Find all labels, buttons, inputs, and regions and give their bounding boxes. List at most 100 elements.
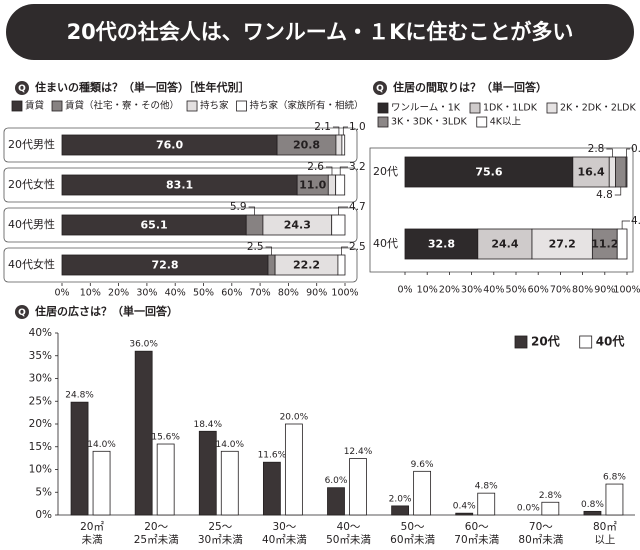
bar	[583, 510, 602, 516]
x-tick-label: 80%	[572, 285, 593, 296]
legend-label: ワンルーム・1K	[391, 103, 461, 114]
x-tick-label: 40%	[165, 288, 186, 299]
x-tick-label: 70〜	[529, 521, 553, 533]
value-label: 32.8	[428, 238, 455, 251]
x-tick-label: 20%	[108, 288, 129, 299]
x-tick-label: 25㎡未満	[134, 534, 179, 546]
bar-segment	[341, 134, 346, 156]
bar-segment	[245, 214, 264, 236]
x-tick-label: 70%	[250, 288, 271, 299]
value-label: 14.0%	[87, 440, 116, 450]
legend-label: 持ち家	[200, 100, 229, 112]
value-label: 18.4%	[193, 420, 222, 430]
y-tick-label: 5%	[35, 486, 52, 498]
leader-line	[248, 206, 255, 215]
leader-line	[341, 246, 348, 255]
bar	[134, 350, 153, 516]
value-label: 11.2	[591, 238, 618, 251]
bar-segment	[331, 214, 346, 236]
y-tick-label: 0%	[35, 509, 52, 521]
x-tick-label: 20〜	[144, 521, 168, 533]
x-tick-label: 90%	[306, 288, 327, 299]
value-label: 2.1	[314, 121, 331, 133]
value-label: 4.7	[349, 201, 366, 213]
leader-line	[332, 126, 340, 135]
x-tick-label: 100%	[613, 285, 640, 296]
legend-label: 1DK・1LDK	[483, 103, 538, 114]
leader-line	[337, 206, 348, 215]
bar	[455, 512, 474, 516]
y-tick-label: 20%	[29, 418, 52, 430]
value-label: 2.8	[588, 143, 605, 155]
legend-label: 賃貸	[25, 100, 44, 112]
chart-title: 住まいの種類は？（単一回答）［性年代別］	[35, 80, 250, 94]
value-label: 27.2	[549, 238, 576, 251]
bar	[605, 483, 624, 516]
x-tick-label: 40%	[483, 285, 504, 296]
x-tick-label: 40〜	[337, 521, 361, 533]
question-icon	[373, 81, 387, 95]
x-tick-label: 90%	[594, 285, 615, 296]
x-tick-label: 20㎡	[80, 521, 104, 533]
legend-swatch	[186, 100, 198, 112]
y-tick-label: 25%	[29, 395, 52, 407]
x-tick-label: 25〜	[208, 521, 232, 533]
x-tick-label: 50〜	[401, 521, 425, 533]
legend-label: 4K以上	[490, 117, 522, 128]
legend-swatch	[377, 102, 389, 114]
y-tick-label: 15%	[29, 441, 52, 453]
value-label: 11.6%	[258, 451, 287, 461]
legend-swatch	[11, 100, 23, 112]
legend-label: 持ち家（家族所有・相続）	[250, 100, 364, 112]
y-tick-label: 35%	[29, 350, 52, 362]
leader-line	[265, 246, 272, 255]
leader-line	[339, 166, 348, 175]
x-tick-label: 0%	[54, 288, 69, 299]
chart-title: 住居の広さは？（単一回答）	[35, 304, 178, 318]
bar-segment	[615, 156, 627, 188]
value-label: 0.0%	[517, 504, 540, 514]
row-label: 40代	[373, 237, 398, 250]
title-banner	[6, 4, 634, 60]
x-tick-label: 20%	[439, 285, 460, 296]
legend-swatch	[476, 116, 488, 128]
legend-swatch	[546, 102, 558, 114]
x-tick-label: 50%	[193, 288, 214, 299]
x-tick-label: 70㎡未満	[454, 534, 499, 546]
bar	[413, 470, 432, 516]
bar	[156, 443, 175, 516]
value-label: 4.8	[596, 189, 613, 201]
value-label: 24.8%	[65, 391, 94, 401]
x-tick-label: 30〜	[272, 521, 296, 533]
x-tick-label: 50%	[505, 285, 526, 296]
value-label: 6.0%	[325, 476, 348, 486]
legend-label: 40代	[596, 334, 625, 349]
value-label: 2.6	[307, 161, 324, 173]
x-tick-label: 40㎡未満	[262, 534, 307, 546]
value-label: 11.0	[299, 179, 326, 192]
bar-segment	[335, 174, 346, 196]
leader-line	[325, 166, 333, 175]
bar	[262, 461, 281, 516]
row-label: 40代女性	[8, 257, 55, 271]
value-label: 75.6	[475, 166, 502, 179]
value-label: 22.2	[293, 259, 320, 272]
bar	[541, 501, 560, 516]
row-label: 20代	[373, 165, 398, 178]
bar-segment	[608, 156, 616, 188]
leader-line	[342, 126, 348, 135]
bar	[391, 505, 410, 516]
bar-segment	[335, 134, 343, 156]
value-label: 24.4	[491, 238, 518, 251]
bar-segment	[404, 156, 574, 188]
y-tick-label: 30%	[29, 373, 52, 385]
row-label: 20代男性	[8, 137, 55, 151]
question-icon-letter: Q	[18, 308, 26, 318]
x-tick-label: 30%	[461, 285, 482, 296]
value-label: 2.0%	[389, 494, 412, 504]
page-title: 20代の社会人は、ワンルーム・１Kに住むことが多い	[67, 20, 574, 44]
x-tick-label: 50㎡未満	[326, 534, 371, 546]
x-tick-label: 60㎡未満	[390, 534, 435, 546]
legend-swatch	[469, 102, 481, 114]
